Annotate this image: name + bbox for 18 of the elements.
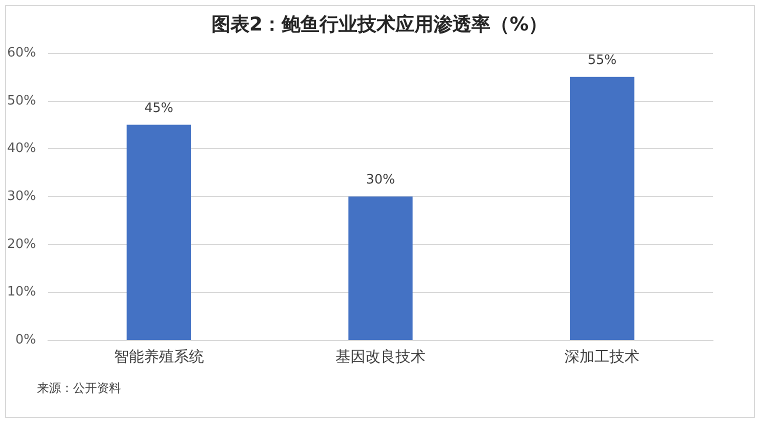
source-note: 来源：公开资料 [37, 381, 121, 395]
y-tick-label: 20% [7, 236, 36, 252]
y-tick-label: 50% [7, 93, 36, 108]
y-tick-label: 0% [15, 332, 36, 348]
bar [126, 124, 191, 340]
y-tick-label: 40% [7, 141, 36, 156]
x-tick-label: 智能养殖系统 [114, 348, 204, 366]
data-label: 30% [366, 172, 395, 188]
data-label: 55% [588, 52, 617, 68]
y-tick-label: 30% [7, 189, 36, 204]
y-tick-label: 60% [7, 46, 36, 60]
bar [348, 196, 413, 340]
x-tick-label: 深加工技术 [564, 348, 640, 366]
chart-title: 图表2：鲍鱼行业技术应用渗透率（%） [211, 14, 548, 36]
bar [570, 76, 634, 340]
y-tick-label: 10% [7, 284, 36, 300]
x-tick-label: 基因改良技术 [336, 348, 426, 366]
data-label: 45% [144, 100, 174, 116]
